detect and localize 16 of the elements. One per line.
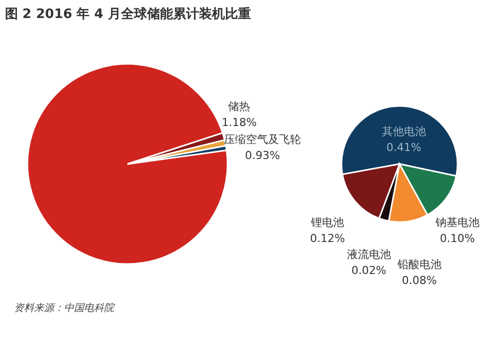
slice-label: 压缩空气及飞轮 xyxy=(224,133,302,146)
data-label: 1.18% xyxy=(222,116,257,130)
slice-label: 锂电池 xyxy=(310,216,344,230)
chart-title: 图 2 2016 年 4 月全球储能累计装机比重 xyxy=(4,6,251,22)
data-label: 0.10% xyxy=(440,232,475,245)
data-label: 0.02% xyxy=(351,264,386,277)
data-label: 0.41% xyxy=(386,141,422,154)
data-label: 0.93% xyxy=(245,149,280,162)
slice-label: 钠基电池 xyxy=(434,216,480,229)
data-label: 0.08% xyxy=(402,274,437,287)
slice-label: 储热 xyxy=(228,100,250,114)
slice-label: 其他电池 xyxy=(382,125,426,138)
data-label: 0.12% xyxy=(310,232,345,246)
slice-label: 液流电池 xyxy=(346,248,391,261)
slice-label: 铅酸电池 xyxy=(396,258,442,271)
text: 资料来源：中国电科院 xyxy=(14,302,116,315)
